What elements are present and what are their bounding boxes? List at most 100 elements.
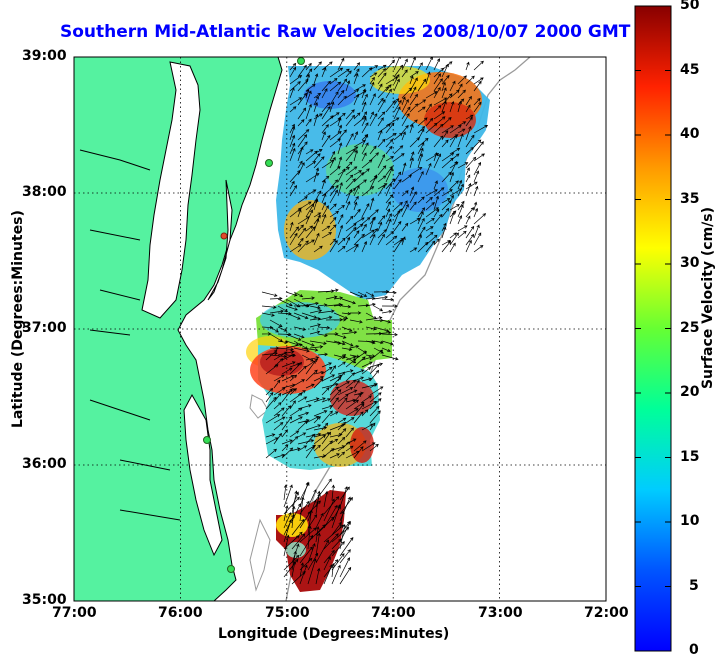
velocity-arrow <box>329 91 339 106</box>
velocity-arrow <box>337 237 346 246</box>
velocity-arrow <box>321 431 332 445</box>
velocity-arrow <box>315 567 321 585</box>
velocity-arrow <box>321 410 333 424</box>
velocity-arrow <box>297 445 308 452</box>
velocity-arrow <box>313 214 321 225</box>
estuary-line <box>79 149 181 521</box>
velocity-arrow <box>465 181 478 190</box>
velocity-arrow <box>377 72 387 85</box>
velocity-arrow <box>339 486 348 508</box>
velocity-arrow <box>433 195 440 211</box>
velocity-arrow <box>305 68 313 78</box>
velocity-arrow <box>337 393 349 403</box>
velocity-arrow <box>299 546 313 564</box>
velocity-arrow <box>285 298 301 308</box>
velocity-arrow <box>313 444 321 452</box>
velocity-arrow <box>341 298 356 305</box>
velocity-arrow <box>309 323 321 328</box>
velocity-arrow <box>283 519 292 543</box>
velocity-arrow <box>449 171 455 183</box>
velocity-arrow <box>353 131 359 141</box>
velocity-arrow <box>333 340 346 346</box>
velocity-arrow <box>401 58 408 71</box>
velocity-arrow <box>273 387 286 396</box>
velocity-arrow <box>313 434 326 445</box>
velocity-arrow <box>465 146 475 155</box>
velocity-arrow <box>473 139 482 148</box>
velocity-arrow <box>345 445 354 452</box>
velocity-arrow <box>297 160 303 169</box>
velocity-arrow <box>353 170 362 176</box>
velocity-arrow <box>417 99 427 106</box>
velocity-arrow <box>393 220 402 232</box>
velocity-arrow <box>329 184 339 197</box>
velocity-arrow <box>317 315 333 321</box>
velocity-arrow <box>297 64 307 78</box>
velocity-arrow <box>323 549 335 564</box>
velocity-arrow <box>321 179 326 190</box>
velocity-arrow <box>369 174 378 190</box>
velocity-arrow <box>345 148 356 162</box>
velocity-arrow <box>345 438 357 445</box>
velocity-arrow <box>473 97 481 106</box>
velocity-arrow <box>381 347 391 353</box>
velocity-arrow <box>337 387 354 396</box>
velocity-arrow <box>321 366 333 375</box>
velocity-arrow <box>433 97 448 106</box>
velocity-arrow <box>377 154 386 169</box>
velocity-arrow <box>349 319 363 324</box>
velocity-arrow <box>385 84 392 92</box>
velocity-arrow <box>457 200 465 211</box>
velocity-arrow <box>337 168 346 183</box>
velocity-arrow <box>417 196 425 204</box>
velocity-arrow <box>377 229 388 239</box>
velocity-arrow <box>345 427 354 438</box>
velocity-arrow <box>417 170 424 183</box>
velocity-arrow <box>283 554 300 571</box>
velocity-arrow <box>417 106 426 113</box>
velocity-arrow <box>353 356 366 368</box>
velocity-arrow <box>321 175 330 183</box>
velocity-arrow <box>393 78 400 92</box>
velocity-arrow <box>329 78 338 85</box>
velocity-arrow <box>305 90 312 106</box>
velocity-arrow <box>381 297 395 302</box>
velocity-arrow <box>417 234 423 246</box>
velocity-arrow <box>377 111 386 120</box>
velocity-arrow <box>457 162 469 169</box>
velocity-arrow <box>285 305 298 311</box>
velocity-arrow <box>433 123 444 134</box>
velocity-arrow <box>353 446 364 459</box>
velocity-arrow <box>361 366 372 375</box>
velocity-arrow <box>305 62 312 71</box>
velocity-arrow <box>321 382 339 389</box>
y-tick-label: 35:00 <box>22 592 67 608</box>
velocity-arrow <box>299 496 305 522</box>
colorbar-tick-label: 15 <box>680 449 700 465</box>
velocity-arrow <box>289 407 303 417</box>
velocity-arrow <box>345 372 356 382</box>
velocity-arrow <box>341 340 354 347</box>
velocity-arrow <box>297 240 309 253</box>
velocity-arrow <box>305 360 316 375</box>
velocity-arrow <box>361 67 373 78</box>
velocity-arrow <box>457 230 467 239</box>
velocity-arrow <box>293 347 310 353</box>
velocity-arrow <box>369 113 378 127</box>
velocity-arrow <box>417 125 426 134</box>
velocity-arrow <box>305 445 315 459</box>
velocity-arrow <box>377 68 387 78</box>
y-tick-label: 38:00 <box>22 184 67 200</box>
velocity-arrow <box>273 432 282 445</box>
velocity-arrow <box>465 134 475 148</box>
velocity-arrow <box>473 201 478 211</box>
velocity-arrow <box>473 213 487 225</box>
velocity-arrow <box>313 92 322 99</box>
velocity-arrow <box>331 538 342 550</box>
velocity-arrow <box>307 489 317 508</box>
bathymetry-contour-2 <box>249 394 271 592</box>
velocity-arrow <box>385 183 392 197</box>
velocity-arrow <box>305 88 310 99</box>
y-axis-label: Latitude (Degrees:Minutes) <box>10 210 26 428</box>
velocity-arrow <box>349 311 362 315</box>
